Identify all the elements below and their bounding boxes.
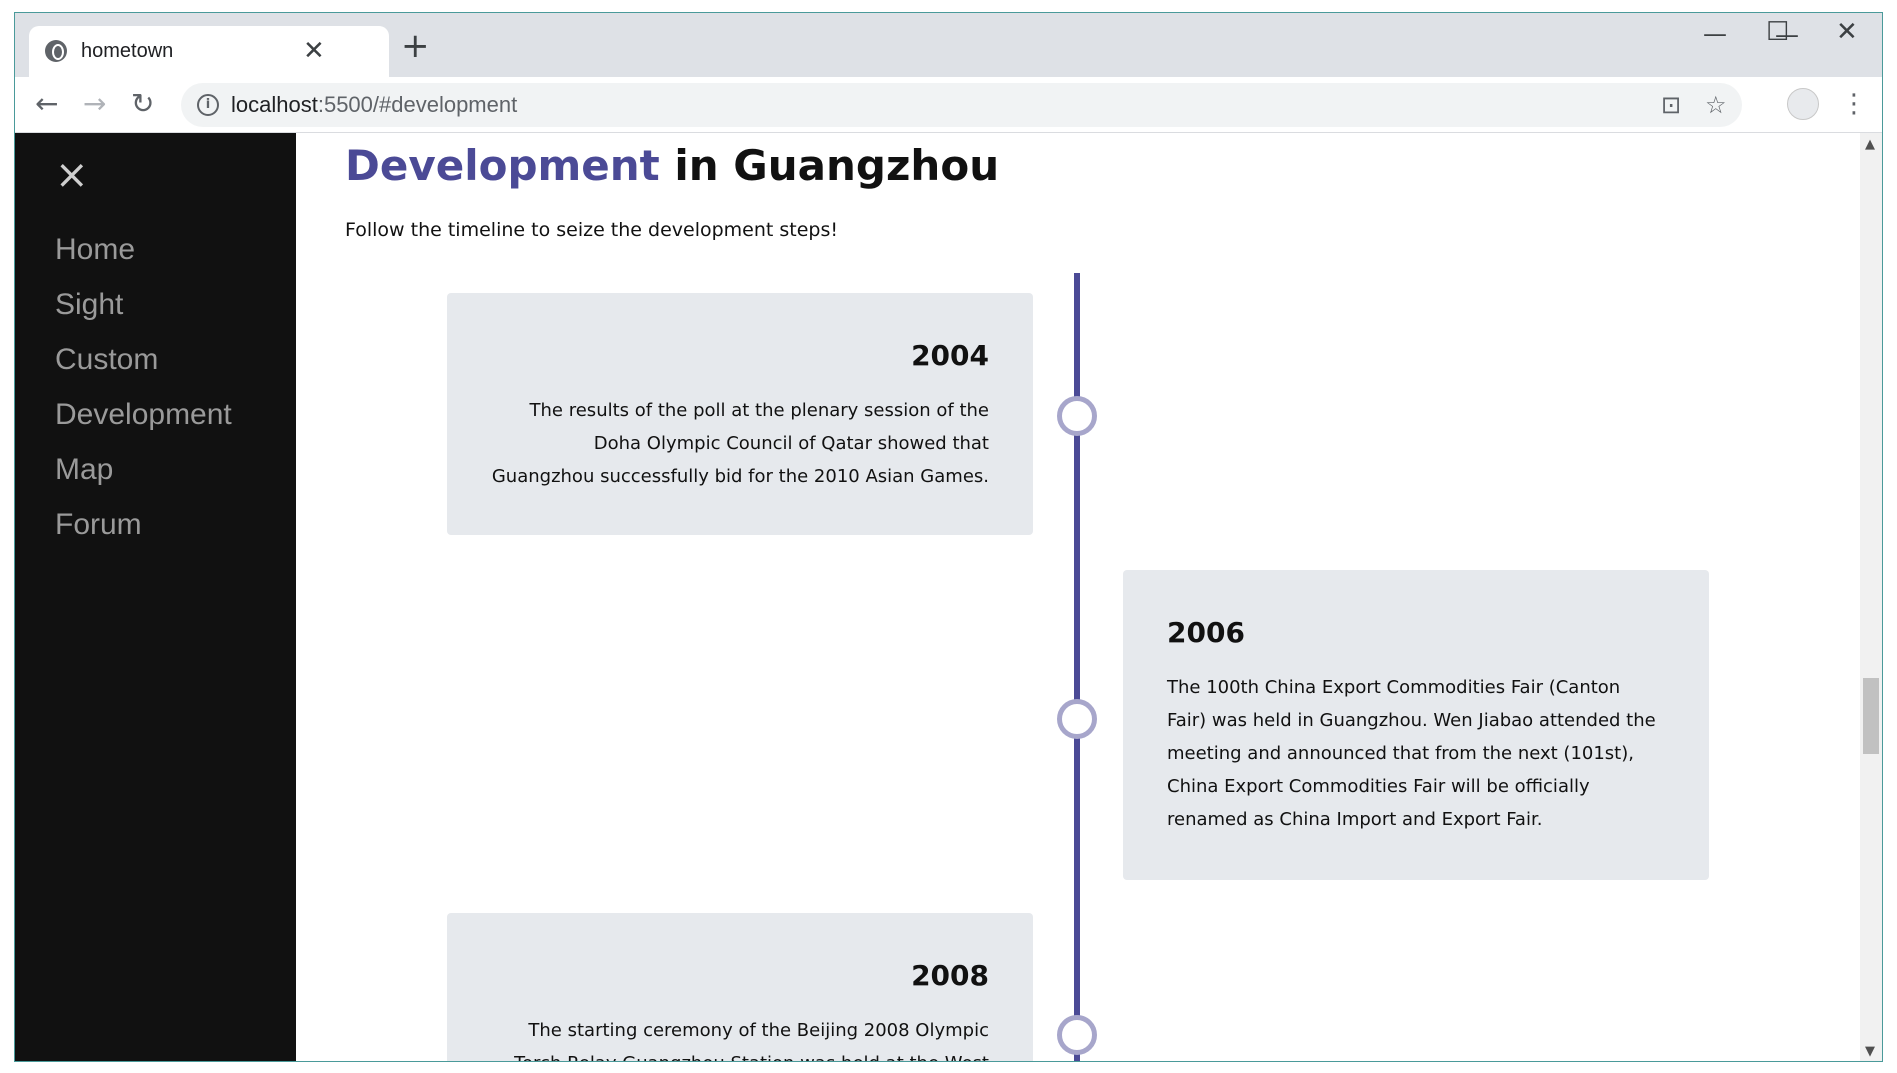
translate-icon[interactable]: ⊡	[1661, 91, 1682, 119]
tab-title: hometown	[81, 40, 174, 62]
page-title: Development in Guangzhou	[345, 141, 999, 190]
minimize-icon[interactable]: —	[1703, 20, 1727, 48]
event-text: The results of the poll at the plenary s…	[491, 400, 989, 487]
nav-item-map[interactable]: Map	[55, 453, 114, 486]
timeline-marker	[1057, 1015, 1097, 1055]
scrollbar-thumb[interactable]	[1863, 678, 1879, 754]
nav-item-custom[interactable]: Custom	[55, 343, 159, 376]
timeline-card-2006: 2006 The 100th China Export Commodities …	[1123, 570, 1709, 880]
timeline-line	[1074, 273, 1080, 1061]
forward-arrow-icon[interactable]: →	[83, 87, 107, 120]
page-viewport: × Home Sight Custom Development Map Foru…	[15, 133, 1882, 1061]
minimize-button[interactable]: —	[1775, 21, 1799, 49]
event-year: 2006	[1167, 616, 1245, 649]
url-path: :5500/#development	[317, 92, 518, 117]
browser-window: hometown ✕ + — ← → ↻ i localhost:5500/#d…	[14, 12, 1883, 1062]
nav-item-development[interactable]: Development	[55, 398, 232, 431]
nav-item-home[interactable]: Home	[55, 233, 136, 266]
menu-dots-icon[interactable]: ⋮	[1841, 89, 1867, 119]
tab-strip: hometown ✕ + —	[15, 13, 1882, 77]
url-host: localhost	[231, 92, 318, 117]
reload-icon[interactable]: ↻	[131, 87, 155, 120]
back-arrow-icon[interactable]: ←	[35, 87, 59, 120]
browser-tab[interactable]: hometown ✕	[29, 26, 389, 77]
globe-icon	[45, 40, 67, 62]
profile-avatar-icon[interactable]	[1787, 88, 1819, 120]
bookmark-star-icon[interactable]: ☆	[1705, 91, 1727, 119]
scroll-down-arrow-icon[interactable]: ▼	[1865, 1044, 1875, 1059]
page-subtitle: Follow the timeline to seize the develop…	[345, 219, 839, 241]
close-icon[interactable]: ×	[55, 152, 89, 198]
event-year: 2008	[911, 959, 989, 992]
info-icon[interactable]: i	[197, 94, 219, 116]
event-text: The 100th China Export Commodities Fair …	[1167, 677, 1656, 830]
scroll-up-arrow-icon[interactable]: ▲	[1865, 137, 1875, 152]
tab-close-icon[interactable]: ✕	[303, 36, 325, 66]
timeline-card-2008: 2008 The starting ceremony of the Beijin…	[447, 913, 1033, 1061]
url-text[interactable]: localhost:5500/#development	[231, 92, 517, 118]
address-bar[interactable]: i localhost:5500/#development ⊡ ☆	[181, 83, 1742, 127]
maximize-icon[interactable]: ☐	[1766, 17, 1790, 47]
side-navigation: × Home Sight Custom Development Map Foru…	[15, 133, 296, 1061]
browser-toolbar: ← → ↻ i localhost:5500/#development ⊡ ☆ …	[15, 77, 1882, 133]
title-accent: Development	[345, 141, 660, 190]
nav-item-sight[interactable]: Sight	[55, 288, 124, 321]
vertical-scrollbar[interactable]: ▲ ▼	[1860, 133, 1882, 1061]
event-text: The starting ceremony of the Beijing 200…	[514, 1020, 989, 1061]
new-tab-button[interactable]: +	[401, 26, 430, 66]
nav-item-forum[interactable]: Forum	[55, 508, 142, 541]
window-close-icon[interactable]: ✕	[1836, 17, 1858, 47]
timeline-card-2004: 2004 The results of the poll at the plen…	[447, 293, 1033, 535]
timeline-marker	[1057, 699, 1097, 739]
timeline-marker	[1057, 396, 1097, 436]
title-rest: in Guangzhou	[659, 141, 1000, 190]
event-year: 2004	[911, 339, 989, 372]
